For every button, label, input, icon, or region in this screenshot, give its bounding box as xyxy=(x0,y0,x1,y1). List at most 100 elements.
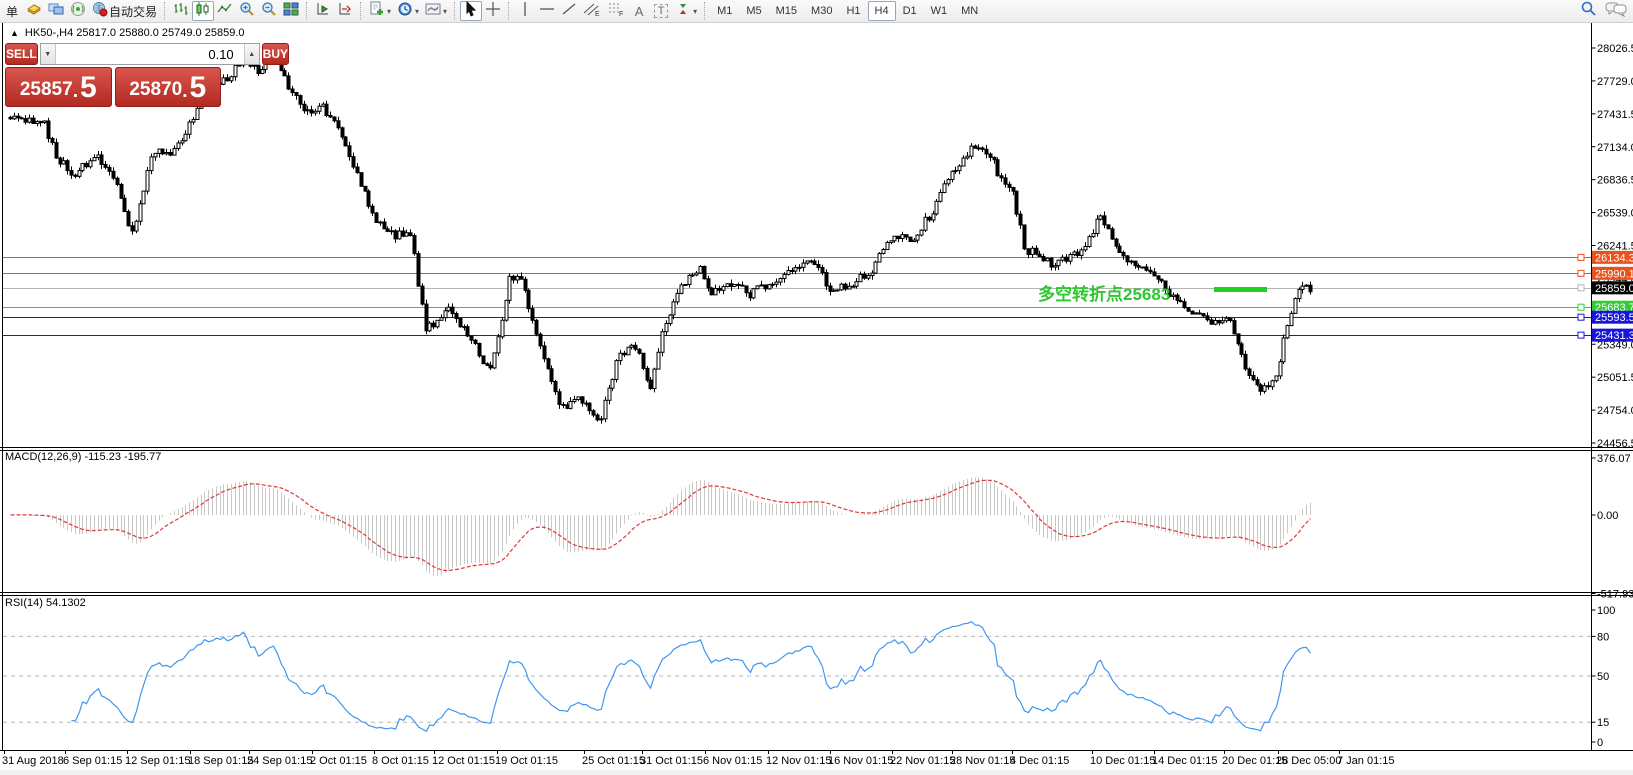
rsi-scale-label: 100 xyxy=(1597,605,1615,617)
date-tick-label[interactable]: 20 Dec 01:15 xyxy=(1222,755,1287,767)
date-tick-label[interactable]: 31 Aug 2018 xyxy=(2,755,64,767)
timeframe-H4[interactable]: H4 xyxy=(867,1,896,21)
sell-price-button[interactable]: 25857 . 5 xyxy=(5,67,112,107)
new-chart-button[interactable]: ▾ xyxy=(366,1,394,21)
chart-plot-area[interactable]: 多空转折点25683 28026.5 27729.0 27431.5 27134.0 26… xyxy=(0,23,1633,770)
buy-button[interactable]: BUY xyxy=(261,43,290,65)
equidistant-channel-button[interactable]: E xyxy=(580,1,604,21)
bar-chart-button[interactable] xyxy=(170,1,192,21)
vertical-line-icon xyxy=(517,1,533,22)
svg-text:F: F xyxy=(619,11,623,17)
rsi-scale-label: 15 xyxy=(1597,717,1609,729)
price-tick-label: 25349.0 xyxy=(1597,339,1633,351)
tile-windows-icon xyxy=(283,1,299,22)
arrows-icon xyxy=(675,1,691,22)
volume-input[interactable] xyxy=(55,44,244,64)
date-tick-label[interactable]: 7 Jan 01:15 xyxy=(1337,755,1395,767)
date-tick-label[interactable]: 25 Oct 01:15 xyxy=(582,755,645,767)
timeframe-H1[interactable]: H1 xyxy=(846,5,861,17)
volume-decrease-button[interactable]: ▼ xyxy=(40,44,56,64)
price-tick-label: 25051.5 xyxy=(1597,372,1633,384)
date-tick-label[interactable]: 18 Sep 01:15 xyxy=(188,755,253,767)
zoom-in-button[interactable] xyxy=(236,1,258,21)
timeframe-toolbar: M1 M5 M15 M30 H1 H4 D1 W1 MN xyxy=(710,1,985,21)
current-price-label: 25859.0 xyxy=(1595,283,1633,295)
date-tick-label[interactable]: 28 Nov 01:15 xyxy=(950,755,1015,767)
label-button[interactable]: T xyxy=(650,1,672,21)
tile-windows-button[interactable] xyxy=(280,1,302,21)
chart-shift-button[interactable] xyxy=(334,1,356,21)
price-tick-label: 24754.0 xyxy=(1597,405,1633,417)
new-order-button[interactable]: 单 xyxy=(1,1,23,21)
price-level-label: 25990.1 xyxy=(1595,268,1633,280)
price-tick-label: 27431.5 xyxy=(1597,109,1633,121)
date-tick-label[interactable]: 2 Oct 01:15 xyxy=(310,755,367,767)
fibonacci-button[interactable]: F xyxy=(604,1,628,21)
date-tick-label[interactable]: 4 Dec 01:15 xyxy=(1010,755,1069,767)
auto-scroll-button[interactable] xyxy=(312,1,334,21)
date-tick-label[interactable]: 10 Dec 01:15 xyxy=(1090,755,1155,767)
dropdown-arrow-icon: ▾ xyxy=(693,6,698,16)
candlestick-chart-button[interactable] xyxy=(192,1,215,21)
timeframe-M15[interactable]: M15 xyxy=(775,5,798,17)
date-tick-label[interactable]: 16 Nov 01:15 xyxy=(828,755,893,767)
timeframe-MN[interactable]: MN xyxy=(961,5,979,17)
date-tick-label[interactable]: 19 Oct 01:15 xyxy=(495,755,558,767)
date-tick-label[interactable]: 12 Sep 01:15 xyxy=(125,755,190,767)
vertical-line-button[interactable] xyxy=(514,1,536,21)
toolbar-separator xyxy=(306,2,308,20)
arrows-button[interactable]: ▾ xyxy=(672,1,700,21)
sell-button[interactable]: SELL xyxy=(5,43,38,65)
fibonacci-icon: F xyxy=(607,1,625,22)
one-click-collapse-icon[interactable]: ▲ xyxy=(10,28,19,38)
periods-button[interactable]: ▾ xyxy=(394,1,422,21)
search-icon[interactable] xyxy=(1580,0,1597,22)
date-tick-label[interactable]: 12 Oct 01:15 xyxy=(432,755,495,767)
auto-scroll-icon xyxy=(315,1,331,22)
date-tick-label[interactable]: 28 Dec 05:00 xyxy=(1276,755,1341,767)
timeframe-M30[interactable]: M30 xyxy=(811,5,833,17)
horizontal-line-icon xyxy=(539,1,555,22)
templates-button[interactable]: ▾ xyxy=(422,1,450,21)
text-button[interactable]: A xyxy=(628,1,650,21)
rsi-scale-label: 80 xyxy=(1597,631,1609,643)
buy-price-button[interactable]: 25870 . 5 xyxy=(114,67,221,107)
timeframe-W1[interactable]: W1 xyxy=(930,5,948,17)
timeframe-M5[interactable]: M5 xyxy=(746,5,762,17)
signals-button[interactable] xyxy=(67,1,89,21)
macd-scale-label: 0.00 xyxy=(1597,510,1618,522)
date-tick-label[interactable]: 22 Nov 01:15 xyxy=(890,755,955,767)
autotrading-button[interactable]: 自动交易 xyxy=(89,1,160,21)
line-chart-button[interactable] xyxy=(214,1,236,21)
timeframe-M1[interactable]: M1 xyxy=(717,5,733,17)
price-level-label-box xyxy=(1592,281,1633,295)
horizontal-line-button[interactable] xyxy=(536,1,558,21)
price-tick-label: 28026.5 xyxy=(1597,43,1633,55)
date-tick-label[interactable]: 14 Dec 01:15 xyxy=(1152,755,1217,767)
zoom-out-button[interactable] xyxy=(258,1,280,21)
macd-signal-line xyxy=(10,479,1311,572)
chat-icon[interactable] xyxy=(1605,1,1627,22)
sell-price-frac: 5 xyxy=(79,71,97,104)
buy-price-frac: 5 xyxy=(189,71,207,104)
template-icon xyxy=(425,1,441,22)
date-tick-label[interactable]: 31 Oct 01:15 xyxy=(640,755,703,767)
crosshair-button[interactable] xyxy=(482,1,504,21)
volume-increase-button[interactable]: ▲ xyxy=(243,44,259,64)
date-tick-label[interactable]: 12 Nov 01:15 xyxy=(766,755,831,767)
market-watch-button[interactable] xyxy=(23,1,45,21)
cursor-icon xyxy=(463,0,479,22)
macd-scale-label: 376.07 xyxy=(1597,453,1631,465)
date-tick-label[interactable]: 8 Oct 01:15 xyxy=(372,755,429,767)
date-tick-label[interactable]: 6 Sep 01:15 xyxy=(63,755,122,767)
date-tick-label[interactable]: 6 Nov 01:15 xyxy=(703,755,762,767)
timeframe-D1[interactable]: D1 xyxy=(902,5,917,17)
zoom-in-icon xyxy=(239,1,255,22)
trendline-button[interactable] xyxy=(558,1,580,21)
date-tick-label[interactable]: 24 Sep 01:15 xyxy=(247,755,312,767)
macd-series xyxy=(10,477,1311,577)
price-level-label: 25593.5 xyxy=(1595,312,1633,324)
cursor-button[interactable] xyxy=(460,0,483,22)
chart-window: 多空转折点25683 28026.5 27729.0 27431.5 27134.0 26… xyxy=(0,23,1633,770)
terminal-button[interactable] xyxy=(45,1,67,21)
